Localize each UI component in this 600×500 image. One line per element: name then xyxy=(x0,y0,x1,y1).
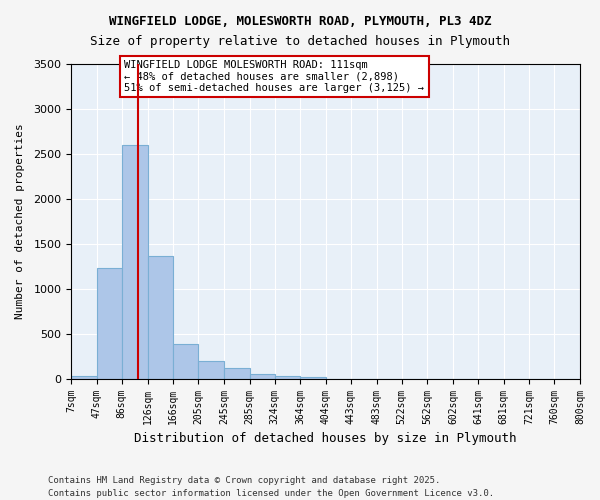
Text: WINGFIELD LODGE MOLESWORTH ROAD: 111sqm
← 48% of detached houses are smaller (2,: WINGFIELD LODGE MOLESWORTH ROAD: 111sqm … xyxy=(124,60,424,93)
Bar xyxy=(198,360,224,378)
Bar xyxy=(97,268,122,378)
Text: WINGFIELD LODGE, MOLESWORTH ROAD, PLYMOUTH, PL3 4DZ: WINGFIELD LODGE, MOLESWORTH ROAD, PLYMOU… xyxy=(109,15,491,28)
Text: Contains public sector information licensed under the Open Government Licence v3: Contains public sector information licen… xyxy=(48,488,494,498)
Bar xyxy=(148,256,173,378)
Bar xyxy=(122,145,148,378)
X-axis label: Distribution of detached houses by size in Plymouth: Distribution of detached houses by size … xyxy=(134,432,517,445)
Bar xyxy=(224,368,250,378)
Bar xyxy=(275,376,300,378)
Bar xyxy=(250,374,275,378)
Text: Contains HM Land Registry data © Crown copyright and database right 2025.: Contains HM Land Registry data © Crown c… xyxy=(48,476,440,485)
Text: Size of property relative to detached houses in Plymouth: Size of property relative to detached ho… xyxy=(90,35,510,48)
Y-axis label: Number of detached properties: Number of detached properties xyxy=(15,124,25,319)
Bar xyxy=(173,344,198,378)
Bar xyxy=(71,376,97,378)
Bar xyxy=(300,377,326,378)
